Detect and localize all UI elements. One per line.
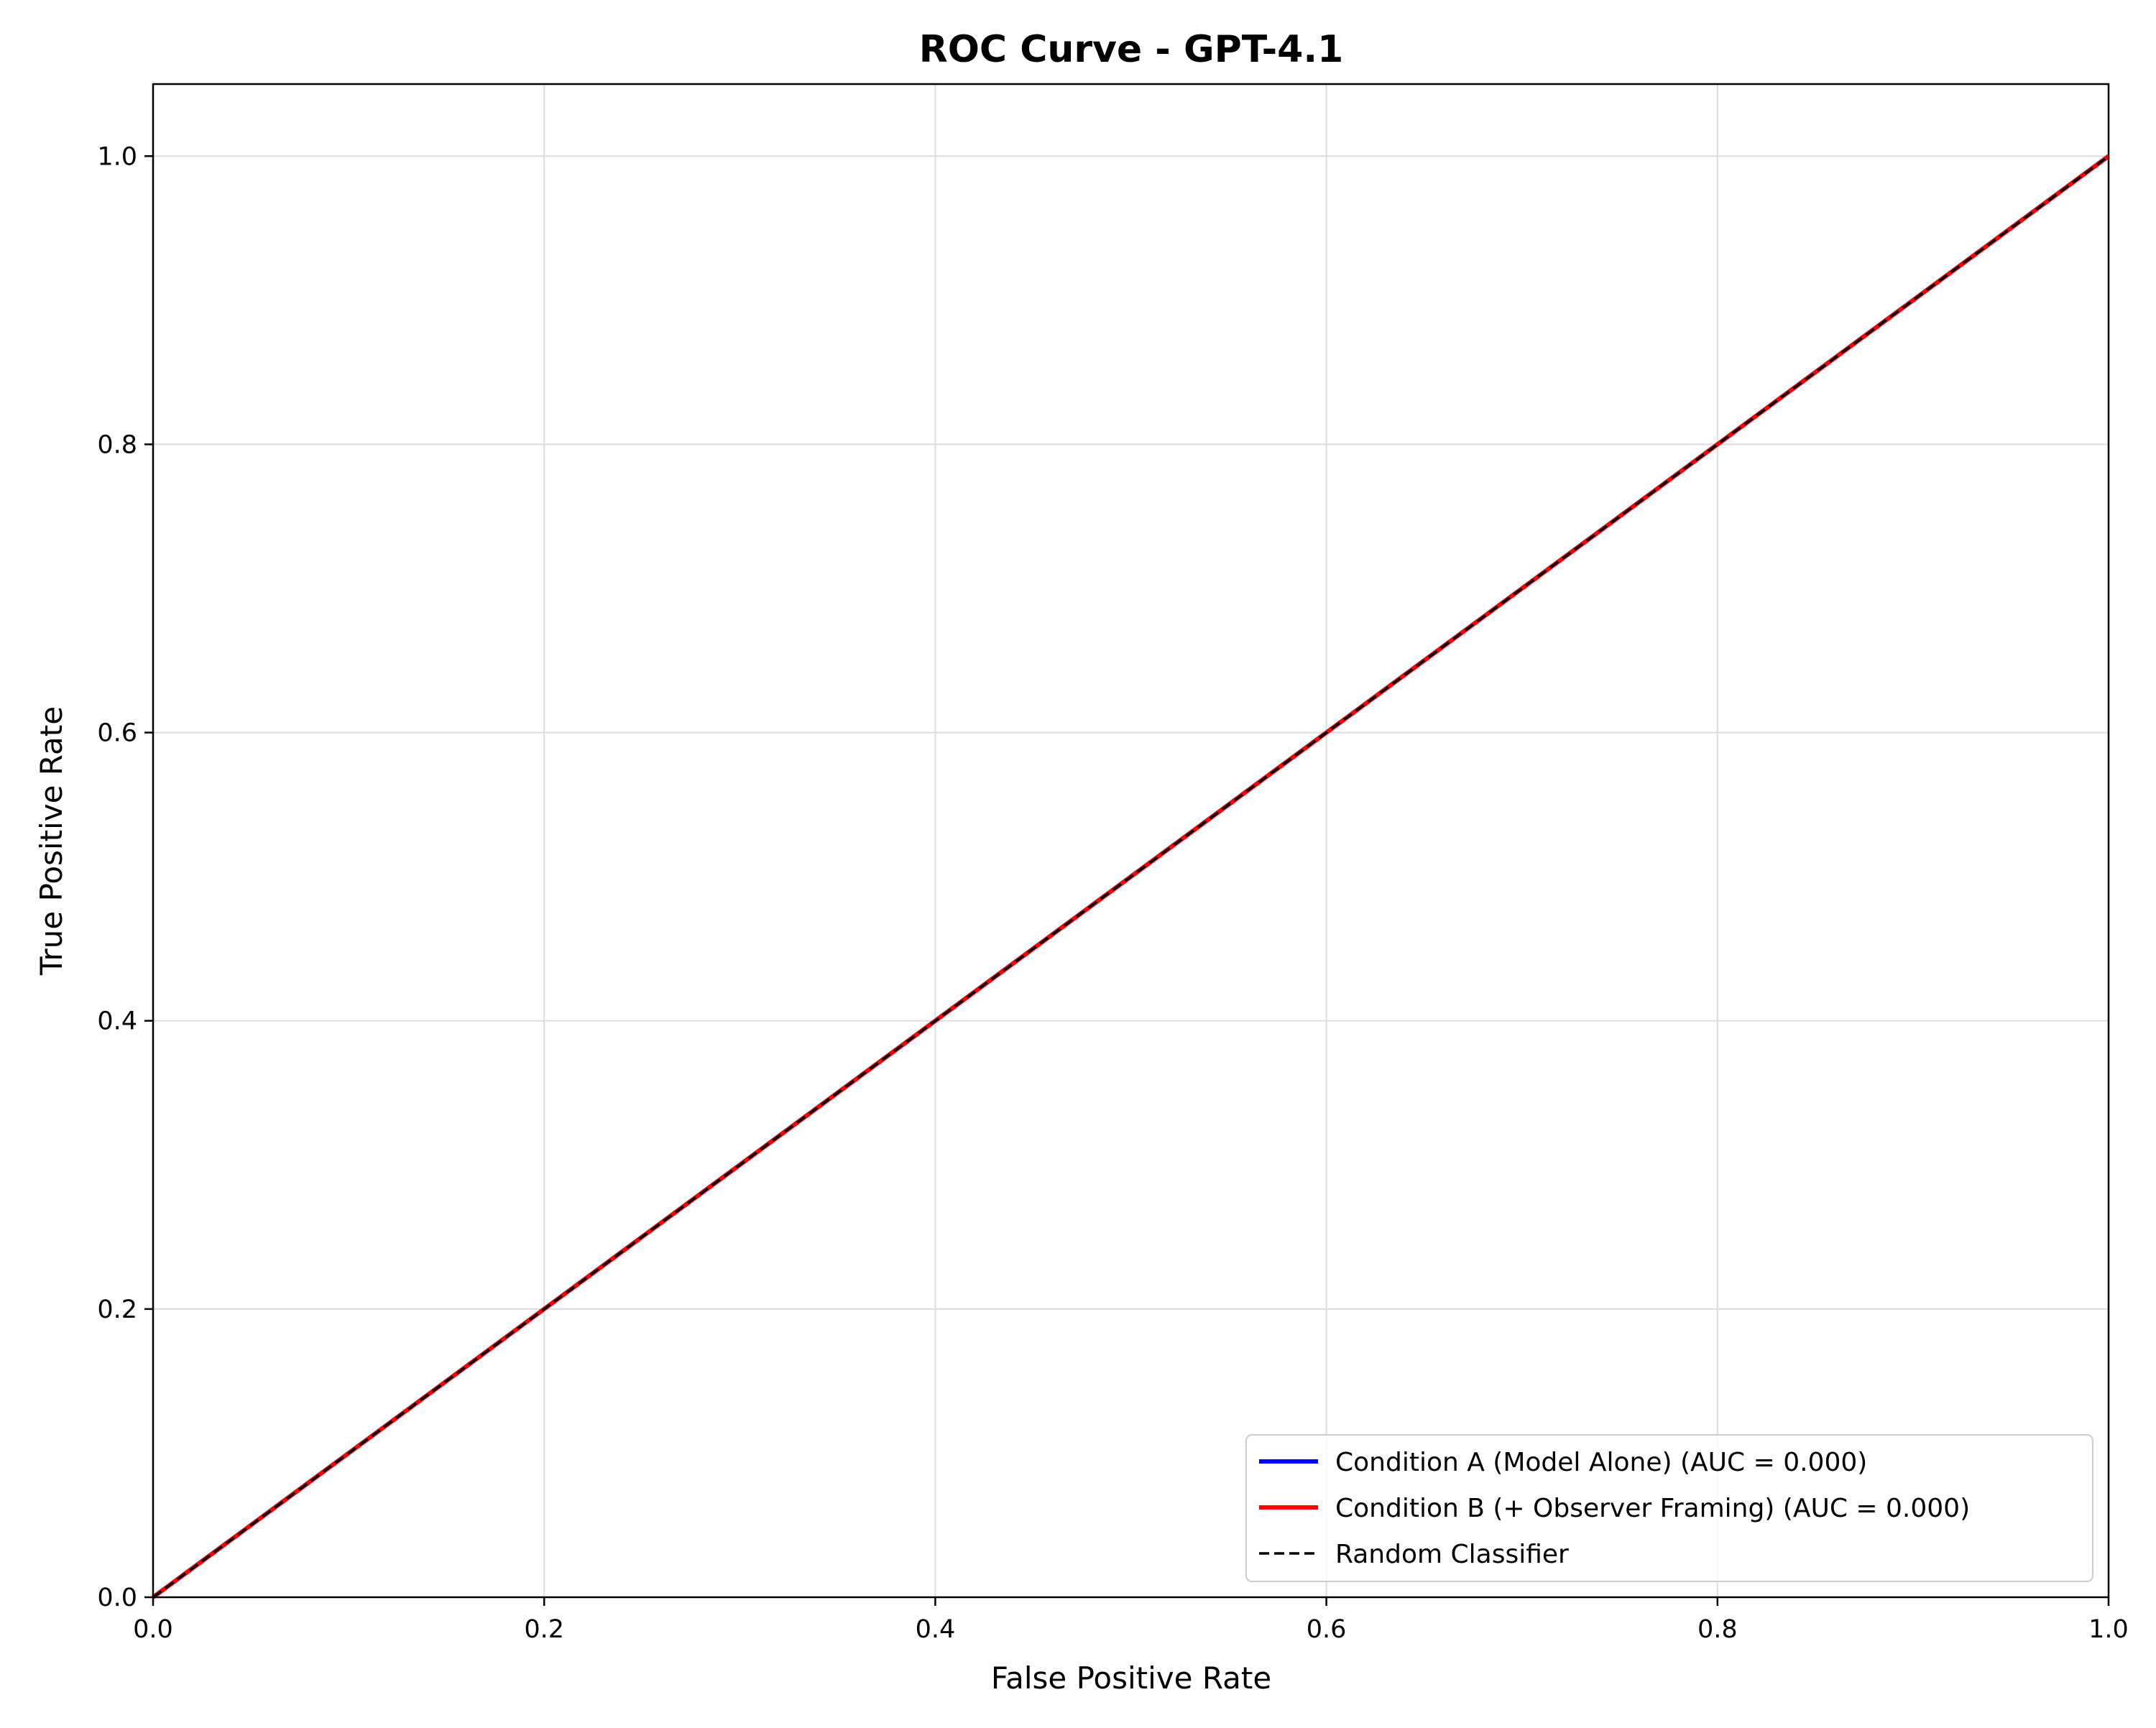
x-tick-label: 0.0	[133, 1615, 173, 1644]
x-tick-label: 0.2	[524, 1615, 564, 1644]
y-tick-label: 0.0	[97, 1584, 137, 1612]
legend-label-0: Condition A (Model Alone) (AUC = 0.000)	[1335, 1448, 1867, 1477]
x-tick-label: 0.4	[916, 1615, 956, 1644]
y-tick-label: 1.0	[97, 142, 137, 171]
x-tick-label: 0.8	[1697, 1615, 1738, 1644]
axis-ticks: 0.0 0.2 0.4 0.6 0.8 1.0 0.0 0.2 0.4 0.6 0.8 1.0	[97, 142, 2129, 1644]
y-tick-label: 0.2	[97, 1295, 137, 1324]
grid-lines	[152, 84, 2109, 1598]
y-tick-label: 0.4	[97, 1007, 137, 1036]
legend-box	[1245, 1434, 2093, 1582]
axes-frame	[152, 83, 2110, 1599]
x-tick-label: 0.6	[1307, 1615, 1347, 1644]
chart-title: ROC Curve - GPT-4.1	[919, 28, 1344, 71]
legend: Condition A (Model Alone) (AUC = 0.000) C…	[1245, 1434, 2093, 1582]
x-axis-label: False Positive Rate	[991, 1660, 1271, 1696]
series-line-2	[152, 154, 2110, 1599]
plot-series	[152, 154, 2110, 1599]
legend-label-2: Random Classifier	[1335, 1540, 1569, 1569]
legend-label-1: Condition B (+ Observer Framing) (AUC = …	[1335, 1494, 1970, 1523]
x-tick-label: 1.0	[2088, 1615, 2129, 1644]
y-axis-label: True Positive Rate	[34, 706, 69, 976]
y-tick-label: 0.8	[97, 430, 137, 459]
y-tick-label: 0.6	[97, 719, 137, 748]
